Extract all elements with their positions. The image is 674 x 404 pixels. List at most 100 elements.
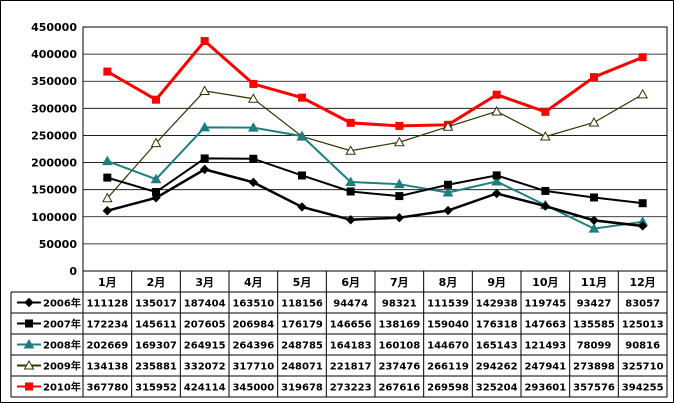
data-point: [491, 175, 503, 186]
data-point: [297, 202, 307, 212]
legend-series-name: 2006年: [43, 297, 81, 310]
data-point: [247, 122, 259, 132]
table-cell-value: 248071: [281, 362, 323, 373]
table-cell-value: 176318: [476, 320, 518, 331]
data-point: [247, 93, 259, 103]
table-cell-value: 169307: [135, 341, 177, 352]
data-point: [150, 137, 162, 148]
data-point: [102, 206, 113, 216]
legend-key-marker: [24, 297, 34, 308]
table-cell-value: 294262: [476, 362, 518, 373]
series-line-2010年: [106, 38, 644, 128]
table-cell-value: 125013: [622, 320, 664, 331]
table-cell-value: 135017: [135, 299, 177, 310]
data-point: [491, 188, 502, 199]
data-point: [589, 215, 599, 226]
table-cell-value: 138169: [378, 320, 420, 331]
table-cell-value: 118156: [281, 299, 323, 310]
x-tick-label: 2月: [147, 276, 166, 289]
data-point: [395, 121, 404, 130]
data-point: [442, 187, 454, 197]
table-cell-value: 206984: [232, 320, 274, 331]
data-point: [199, 164, 210, 175]
table-cell-value: 267616: [378, 383, 420, 394]
x-tick-label: 4月: [244, 276, 263, 289]
table-cell-value: 293601: [524, 383, 566, 394]
data-point: [393, 178, 405, 189]
y-tick-label: 100000: [31, 211, 77, 224]
data-point: [345, 215, 356, 225]
table-cell-value: 172234: [86, 320, 128, 331]
data-point: [442, 121, 454, 131]
data-point: [103, 67, 112, 76]
data-point: [540, 201, 551, 211]
table-cell-value: 248785: [281, 341, 323, 352]
table-cell-value: 237476: [378, 362, 420, 373]
x-tick-label: 1月: [98, 276, 117, 289]
y-tick-label: 50000: [39, 238, 78, 251]
data-point: [199, 85, 211, 95]
y-tick-label: 350000: [31, 75, 77, 88]
data-point: [590, 193, 598, 202]
table-cell-value: 142938: [476, 299, 518, 310]
table-cell-value: 83057: [625, 299, 660, 310]
table-cell-value: 187404: [184, 299, 226, 310]
data-point: [394, 212, 405, 223]
table-cell-value: 144670: [427, 341, 469, 352]
data-point: [103, 173, 112, 182]
table-cell-value: 98321: [382, 299, 417, 310]
legend-series-name: 2008年: [43, 339, 81, 352]
data-point: [296, 130, 308, 141]
table-cell-value: 121493: [524, 341, 566, 352]
table-cell-value: 93427: [577, 299, 612, 310]
table-cell-value: 247941: [524, 362, 566, 373]
data-point: [443, 205, 453, 216]
x-tick-label: 9月: [487, 276, 506, 289]
table-cell-value: 163510: [232, 299, 274, 310]
y-tick-label: 0: [69, 265, 77, 278]
data-point: [638, 199, 647, 208]
table-cell-value: 315952: [135, 383, 177, 394]
y-tick-label: 300000: [31, 102, 77, 115]
data-point: [298, 93, 306, 102]
x-tick-label: 3月: [195, 276, 214, 289]
table-cell-value: 424114: [184, 383, 226, 394]
data-point: [101, 155, 113, 166]
table-cell-value: 159040: [427, 320, 469, 331]
data-point: [200, 154, 209, 163]
table-cell-value: 367780: [86, 383, 128, 394]
x-tick-label: 8月: [439, 276, 458, 289]
table-cell-value: 317710: [232, 362, 274, 373]
legend-series-name: 2010年: [43, 381, 81, 394]
x-tick-label: 11月: [581, 276, 607, 289]
table-cell-value: 164183: [330, 341, 372, 352]
table-cell-value: 160108: [378, 341, 420, 352]
table-cell-value: 325204: [476, 383, 518, 394]
data-point: [249, 79, 258, 88]
table-cell-value: 273223: [330, 383, 372, 394]
table-cell-value: 264396: [232, 341, 274, 352]
x-tick-label: 10月: [532, 276, 558, 289]
y-tick-label: 150000: [31, 184, 77, 197]
data-point: [492, 90, 501, 99]
table-cell-value: 319678: [281, 383, 323, 394]
x-tick-label: 6月: [341, 276, 360, 289]
table-cell-value: 264915: [184, 341, 226, 352]
table-cell-value: 221817: [330, 362, 372, 373]
data-point: [590, 73, 598, 82]
table-cell-value: 176179: [281, 320, 323, 331]
table-cell-value: 165143: [476, 341, 518, 352]
data-point: [200, 37, 209, 46]
y-tick-label: 200000: [31, 157, 77, 170]
data-point: [101, 192, 113, 203]
data-point: [248, 177, 259, 188]
table-cell-value: 345000: [232, 383, 274, 394]
table-cell-value: 202669: [86, 341, 128, 352]
data-point: [249, 154, 258, 163]
table-cell-value: 78099: [577, 341, 612, 352]
data-point: [346, 187, 355, 196]
table-cell-value: 394255: [622, 383, 664, 394]
legend-key-marker: [23, 359, 35, 370]
data-point: [199, 121, 211, 132]
